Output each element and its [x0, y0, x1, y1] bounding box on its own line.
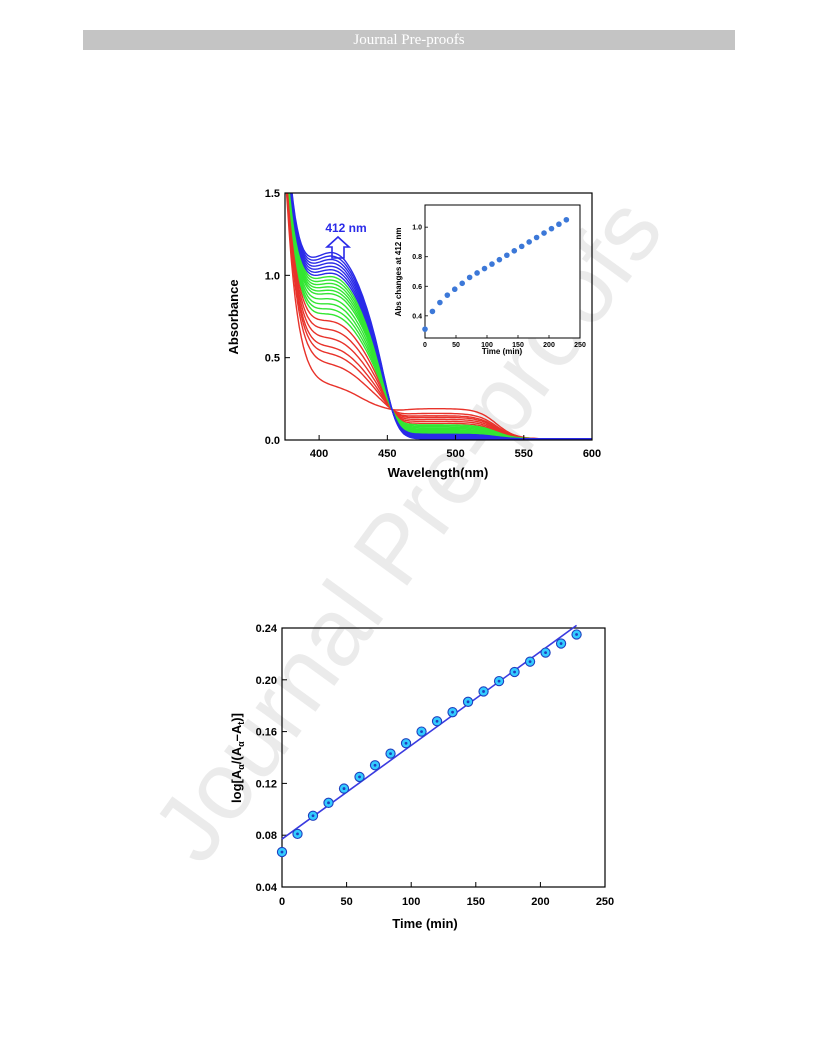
kinetics-data-point	[354, 771, 365, 783]
inset-data-point	[563, 216, 570, 223]
spectra-plot-frame	[284, 192, 593, 441]
inset-y-tick-label: 0.8	[412, 254, 422, 261]
spectra-x-tick-label: 500	[446, 448, 464, 460]
kinetics-data-point	[447, 707, 458, 718]
kinetics-data-point	[276, 846, 288, 858]
inset-data-point	[533, 234, 540, 241]
spectra-x-tick-label: 600	[583, 448, 601, 460]
spectrum-line-blue	[291, 193, 592, 440]
kinetics-x-tick-label: 150	[467, 896, 485, 908]
inset-data-point	[556, 221, 562, 228]
inset-x-tick-label: 50	[452, 342, 460, 349]
kinetics-y-tick-label: 0.24	[256, 623, 278, 635]
kinetics-data-point	[555, 638, 567, 649]
kinetics-data-point	[416, 726, 427, 737]
kinetics-data-point	[571, 629, 582, 640]
kinetics-data-point	[323, 797, 334, 808]
kinetics-y-tick-label: 0.12	[256, 778, 277, 790]
inset-data-point	[518, 243, 525, 250]
kinetics-y-axis-label: log[Aα/(Aα–At)]	[229, 713, 246, 803]
kinetics-data-point	[385, 748, 396, 759]
kinetics-data-point	[292, 828, 303, 840]
kinetics-data-point	[493, 675, 505, 687]
inset-data-point	[466, 274, 473, 281]
kinetics-plot-frame	[281, 627, 606, 888]
inset-data-point	[504, 252, 510, 259]
journal-header-title: Journal Pre-proofs	[353, 32, 465, 48]
inset-data-point	[459, 280, 466, 287]
inset-data-point	[526, 239, 532, 245]
kinetics-y-tick-label: 0.20	[256, 675, 277, 687]
kinetics-data-point	[338, 783, 350, 794]
kinetics-y-tick-label: 0.16	[256, 727, 277, 739]
kinetics-x-tick-label: 100	[402, 896, 420, 908]
inset-axis-ticks: 0 50 100 150 200 250 0.4 0.6 0.8 1.0	[412, 225, 586, 349]
kinetics-x-tick-label: 200	[531, 896, 549, 908]
spectra-y-tick-label: 1.0	[265, 270, 280, 282]
spectra-y-tick-label: 0.5	[265, 353, 280, 365]
spectra-series-group	[285, 193, 592, 440]
kinetics-chart: 0 50 100 150 200 2500.040.080.120.160.200.24 …	[229, 623, 614, 931]
kinetics-x-tick-label: 0	[279, 896, 285, 908]
inset-y-tick-label: 0.6	[412, 284, 422, 291]
kinetics-data-point	[540, 647, 551, 658]
inset-plot-frame	[424, 204, 581, 339]
inset-data-point	[429, 308, 436, 315]
kinetics-points	[276, 629, 582, 858]
peak-annotation-label: 412 nm	[325, 221, 366, 235]
inset-x-tick-label: 200	[543, 342, 555, 349]
kinetics-y-tick-label: 0.04	[256, 882, 278, 894]
spectra-x-tick-label: 450	[378, 448, 396, 460]
inset-points	[422, 216, 570, 332]
inset-chart: 0 50 100 150 200 250 0.4 0.6 0.8 1.0 Time (min) A…	[394, 204, 586, 356]
spectra-x-axis-label: Wavelength(nm)	[388, 465, 489, 480]
inset-data-point	[422, 326, 428, 332]
inset-data-point	[541, 230, 547, 236]
inset-data-point	[444, 292, 451, 298]
kinetics-x-axis-label: Time (min)	[392, 916, 458, 931]
spectra-x-tick-label: 400	[310, 448, 328, 460]
inset-data-point	[451, 286, 458, 293]
spectra-y-tick-label: 1.5	[265, 188, 280, 200]
inset-data-point	[548, 225, 555, 232]
kinetics-data-point	[431, 716, 443, 727]
kinetics-data-point	[369, 760, 381, 771]
kinetics-axis-ticks: 0 50 100 150 200 250 0.04 0.08 0.12 0.16 0.20 0.24	[256, 623, 615, 908]
kinetics-data-point	[462, 696, 474, 707]
inset-y-axis-label: Abs changes at 412 nm	[394, 228, 403, 317]
spectra-y-tick-label: 0.0	[265, 435, 280, 447]
kinetics-data-point	[478, 686, 489, 697]
inset-x-tick-label: 100	[481, 342, 493, 349]
kinetics-y-tick-label: 0.08	[256, 830, 277, 842]
inset-data-point	[437, 299, 443, 306]
inset-data-point	[489, 261, 495, 267]
inset-x-axis-label: Time (min)	[482, 347, 523, 356]
kinetics-x-tick-label: 250	[596, 896, 614, 908]
inset-y-tick-label: 0.4	[412, 313, 422, 320]
inset-data-point	[511, 248, 518, 254]
spectra-y-axis-label: Absorbance	[226, 279, 241, 354]
spectra-curves	[285, 193, 592, 440]
kinetics-data-point	[307, 810, 319, 821]
journal-header-bar: Journal Pre-proofs	[83, 30, 735, 50]
inset-y-tick-label: 1.0	[412, 225, 422, 232]
kinetics-data-point	[400, 738, 412, 749]
inset-x-tick-label: 250	[574, 342, 586, 349]
kinetics-x-tick-label: 50	[340, 896, 352, 908]
inset-data-point	[481, 265, 488, 272]
inset-data-point	[496, 256, 503, 263]
inset-x-tick-label: 150	[512, 342, 524, 349]
increase-arrow-icon	[324, 235, 352, 259]
spectra-x-tick-label: 550	[515, 448, 533, 460]
inset-x-tick-label: 0	[423, 342, 427, 349]
inset-data-point	[474, 270, 480, 276]
kinetics-data-point	[524, 656, 536, 667]
kinetics-data-point	[509, 666, 520, 678]
